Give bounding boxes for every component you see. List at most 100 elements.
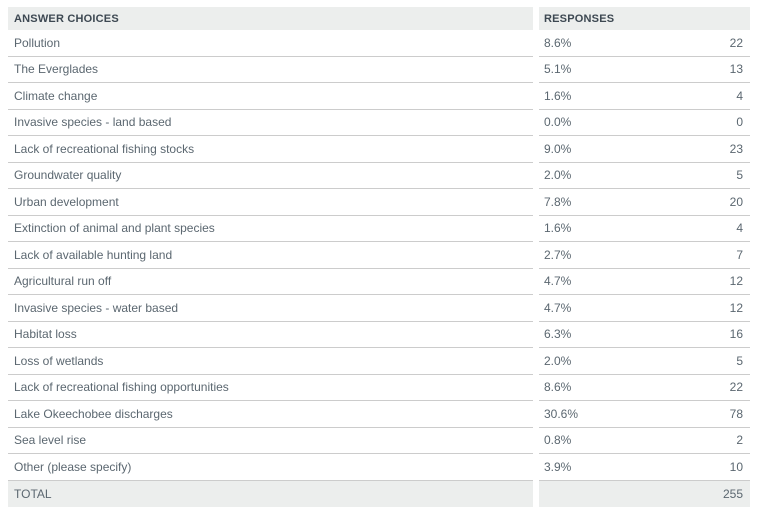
table-row: The Everglades 5.1% 13	[8, 57, 750, 83]
answer-choice-cell: Agricultural run off	[8, 269, 533, 295]
response-percent: 30.6%	[544, 406, 579, 421]
table-row: Lack of recreational fishing opportuniti…	[8, 375, 750, 401]
answer-choice-cell: Invasive species - water based	[8, 295, 533, 322]
responses-cell: 8.6% 22	[539, 375, 750, 401]
response-count: 7	[736, 247, 743, 262]
answer-choice-cell: Groundwater quality	[8, 163, 533, 189]
answer-choice-label: The Everglades	[14, 62, 99, 77]
answer-choice-cell: Urban development	[8, 189, 533, 216]
answer-choice-cell: Sea level rise	[8, 428, 533, 454]
table-row: Climate change 1.6% 4	[8, 83, 750, 110]
answer-choice-cell: Invasive species - land based	[8, 110, 533, 136]
response-percent: 2.0%	[544, 168, 572, 183]
answer-choice-label: Loss of wetlands	[14, 353, 104, 368]
response-count: 10	[729, 459, 743, 474]
answer-choice-cell: Pollution	[8, 30, 533, 57]
responses-cell: 2.0% 5	[539, 348, 750, 375]
responses-cell: 0.0% 0	[539, 110, 750, 136]
responses-cell: 0.8% 2	[539, 428, 750, 454]
responses-cell: 2.0% 5	[539, 163, 750, 189]
table-row: Sea level rise 0.8% 2	[8, 428, 750, 454]
response-count: 4	[736, 221, 743, 236]
answer-choice-cell: Extinction of animal and plant species	[8, 216, 533, 242]
response-percent: 9.0%	[544, 141, 572, 156]
response-percent: 4.7%	[544, 274, 572, 289]
answer-choices-header-label: ANSWER CHOICES	[14, 12, 119, 25]
response-count: 20	[729, 194, 743, 209]
table-row: Extinction of animal and plant species 1…	[8, 216, 750, 242]
answer-choice-cell: Lack of available hunting land	[8, 242, 533, 269]
table-row: Loss of wetlands 2.0% 5	[8, 348, 750, 375]
answer-choice-cell: The Everglades	[8, 57, 533, 83]
survey-results-table: ANSWER CHOICES RESPONSES Pollution 8.6% …	[8, 7, 750, 507]
table-total-row: TOTAL 255	[8, 480, 750, 507]
answer-choice-label: Extinction of animal and plant species	[14, 221, 215, 236]
answer-choice-cell: Lack of recreational fishing opportuniti…	[8, 375, 533, 401]
total-count-cell: 255	[539, 480, 750, 507]
table-row: Invasive species - land based 0.0% 0	[8, 110, 750, 136]
table-row: Pollution 8.6% 22	[8, 30, 750, 57]
answer-choice-label: Lack of recreational fishing stocks	[14, 141, 195, 156]
response-count: 16	[729, 327, 743, 342]
table-body: Pollution 8.6% 22 The Everglades 5.1% 13…	[8, 30, 750, 481]
answer-choice-label: Lake Okeechobee discharges	[14, 406, 173, 421]
answer-choice-label: Sea level rise	[14, 433, 87, 448]
response-percent: 3.9%	[544, 459, 572, 474]
answer-choices-column-header: ANSWER CHOICES	[8, 7, 533, 30]
responses-cell: 4.7% 12	[539, 295, 750, 322]
table-header-row: ANSWER CHOICES RESPONSES	[8, 7, 750, 30]
answer-choice-label: Lack of available hunting land	[14, 247, 173, 262]
responses-cell: 6.3% 16	[539, 322, 750, 348]
answer-choice-cell: Habitat loss	[8, 322, 533, 348]
answer-choice-label: Invasive species - water based	[14, 300, 179, 315]
answer-choice-cell: Lack of recreational fishing stocks	[8, 136, 533, 163]
response-count: 0	[736, 115, 743, 130]
response-percent: 7.8%	[544, 194, 572, 209]
response-count: 2	[736, 433, 743, 448]
responses-cell: 5.1% 13	[539, 57, 750, 83]
response-percent: 0.8%	[544, 433, 572, 448]
response-count: 23	[729, 141, 743, 156]
answer-choice-label: Groundwater quality	[14, 168, 122, 183]
response-count: 5	[736, 353, 743, 368]
response-percent: 8.6%	[544, 35, 572, 50]
responses-cell: 1.6% 4	[539, 83, 750, 110]
response-count: 22	[729, 35, 743, 50]
answer-choice-label: Urban development	[14, 194, 119, 209]
response-percent: 1.6%	[544, 88, 572, 103]
responses-cell: 4.7% 12	[539, 269, 750, 295]
table-row: Agricultural run off 4.7% 12	[8, 269, 750, 295]
answer-choice-label: Other (please specify)	[14, 459, 132, 474]
response-count: 12	[729, 300, 743, 315]
response-percent: 2.7%	[544, 247, 572, 262]
answer-choice-label: Lack of recreational fishing opportuniti…	[14, 380, 229, 395]
response-count: 12	[729, 274, 743, 289]
answer-choice-label: Agricultural run off	[14, 274, 112, 289]
table-row: Groundwater quality 2.0% 5	[8, 163, 750, 189]
response-percent: 0.0%	[544, 115, 572, 130]
table-row: Lack of recreational fishing stocks 9.0%…	[8, 136, 750, 163]
response-percent: 6.3%	[544, 327, 572, 342]
total-label-cell: TOTAL	[8, 480, 533, 507]
answer-choice-cell: Lake Okeechobee discharges	[8, 401, 533, 428]
table-row: Other (please specify) 3.9% 10	[8, 454, 750, 481]
answer-choice-cell: Climate change	[8, 83, 533, 110]
responses-column-header: RESPONSES	[539, 7, 750, 30]
table-row: Lack of available hunting land 2.7% 7	[8, 242, 750, 269]
responses-cell: 9.0% 23	[539, 136, 750, 163]
response-count: 78	[729, 406, 743, 421]
table-row: Habitat loss 6.3% 16	[8, 322, 750, 348]
table-row: Lake Okeechobee discharges 30.6% 78	[8, 401, 750, 428]
answer-choice-cell: Loss of wetlands	[8, 348, 533, 375]
response-count: 5	[736, 168, 743, 183]
answer-choice-label: Climate change	[14, 88, 98, 103]
responses-cell: 1.6% 4	[539, 216, 750, 242]
answer-choice-label: Pollution	[14, 35, 61, 50]
response-percent: 5.1%	[544, 62, 572, 77]
responses-cell: 30.6% 78	[539, 401, 750, 428]
response-count: 13	[729, 62, 743, 77]
response-percent: 2.0%	[544, 353, 572, 368]
responses-cell: 7.8% 20	[539, 189, 750, 216]
response-percent: 1.6%	[544, 221, 572, 236]
